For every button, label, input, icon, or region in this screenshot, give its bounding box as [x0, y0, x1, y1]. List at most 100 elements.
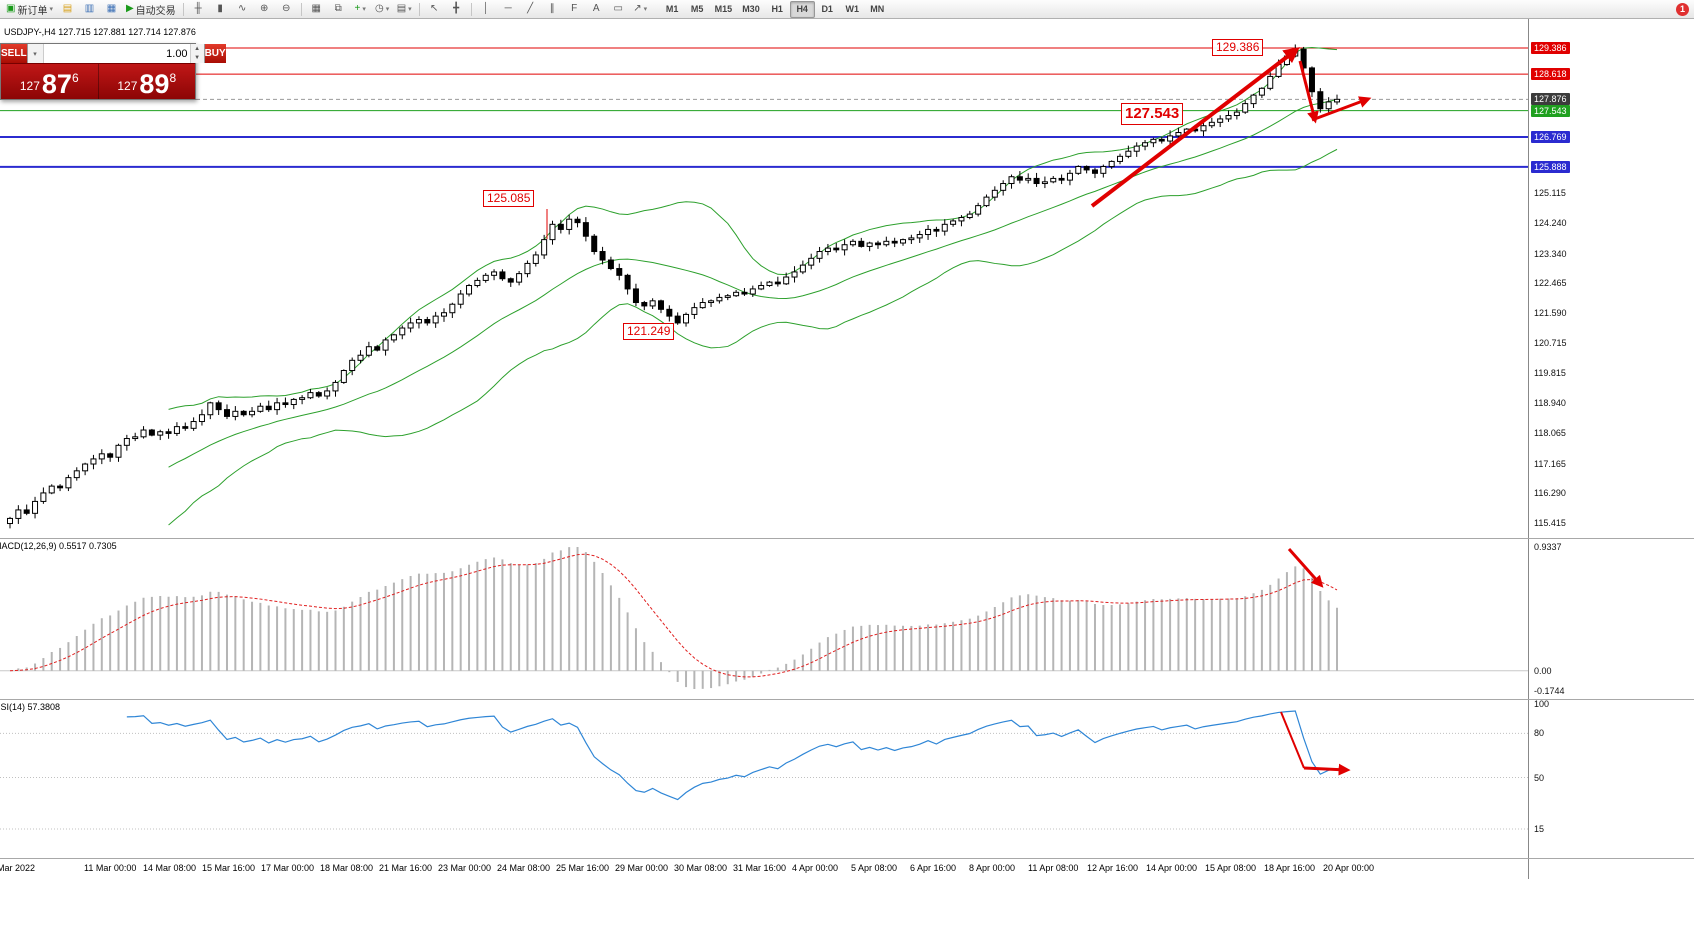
- buy-price-pips: 89: [139, 69, 170, 99]
- sell-button[interactable]: SELL: [1, 44, 27, 63]
- toolbar: ▣ 新订单 ▾ ▤ ▥ ▦ ▶ 自动交易 ╫ ▮ ∿ ⊕ ⊖ ▦ ⧉ + ▾ ◷ ▾ ▤ ▾ ↖ ╋ │ ─ ╱ ∥ F A ▭ ↗ ▾ M1 M…: [0, 0, 1694, 19]
- cascade-windows-icon[interactable]: ⧉: [328, 1, 349, 18]
- timeframe-m5[interactable]: M5: [690, 4, 704, 14]
- trendline-icon-icon: ╱: [527, 3, 534, 14]
- price-axis-label: 115.415: [1534, 518, 1566, 528]
- price-callout[interactable]: 125.085: [483, 190, 535, 207]
- caret-icon: ▾: [408, 6, 412, 13]
- time-label: 30 Mar 08:00: [674, 863, 728, 873]
- buy-price-prefix: 127: [117, 79, 138, 93]
- bar-chart-icon[interactable]: ╫: [188, 1, 209, 18]
- chart-window-icon[interactable]: ▥: [79, 1, 100, 18]
- rsi-chart[interactable]: RSI(14) 57.3808: [0, 700, 1528, 858]
- fibonacci-icon[interactable]: F: [564, 1, 585, 18]
- rsi-scale-label: 80: [1534, 728, 1545, 739]
- channel-icon[interactable]: ∥: [542, 1, 563, 18]
- new-order-icon: ▣: [6, 3, 16, 14]
- chart-window2-icon[interactable]: ▦: [101, 1, 122, 18]
- time-label: 18 Mar 08:00: [320, 863, 374, 873]
- rsi-axis[interactable]: 100 80 50 15: [1528, 699, 1694, 858]
- channel-icon-icon: ∥: [549, 3, 555, 14]
- templates-icon[interactable]: ▤ ▾: [394, 1, 415, 18]
- price-chart-panel: USDJPY-,H4 127.715 127.881 127.714 127.8…: [0, 19, 1694, 538]
- time-label: 17 Mar 00:00: [261, 863, 315, 873]
- price-axis-label: 125.115: [1534, 188, 1566, 199]
- price-callout[interactable]: 127.543: [1121, 103, 1184, 125]
- rsi-scale-label: 15: [1534, 823, 1545, 834]
- time-label: 15 Apr 08:00: [1205, 863, 1257, 873]
- indicators-icon[interactable]: + ▾: [350, 1, 371, 18]
- rsi-plot[interactable]: [0, 700, 1528, 858]
- time-axis[interactable]: Mar 2022 11 Mar 00:00 14 Mar 08:00 15 Mar 1…: [0, 859, 1528, 879]
- notification-badge[interactable]: 1: [1676, 2, 1689, 16]
- price-chart[interactable]: USDJPY-,H4 127.715 127.881 127.714 127.8…: [0, 19, 1528, 538]
- autotrading-button[interactable]: ▶ 自动交易: [123, 1, 179, 18]
- timeframe-mn[interactable]: MN: [870, 4, 885, 14]
- templates-icon-icon: ▤: [396, 3, 407, 14]
- line-chart-icon[interactable]: ∿: [232, 1, 253, 18]
- time-label: 15 Mar 16:00: [202, 863, 256, 873]
- price-callout[interactable]: 121.249: [623, 323, 675, 340]
- time-label: 20 Apr 00:00: [1323, 863, 1375, 873]
- volume-up-icon[interactable]: ▲: [190, 44, 204, 54]
- volume-dropdown-icon[interactable]: ▾: [27, 44, 44, 63]
- fibonacci-icon-icon: F: [571, 3, 578, 14]
- rsi-label: RSI(14) 57.3808: [0, 702, 61, 712]
- volume-input[interactable]: [43, 44, 190, 63]
- market-depth-icon-icon: ▤: [62, 3, 73, 14]
- horizontal-line-icon[interactable]: ─: [498, 1, 519, 18]
- time-label: 11 Apr 08:00: [1028, 863, 1079, 873]
- macd-axis[interactable]: 0.9337 0.00 -0.1744: [1528, 539, 1694, 699]
- price-axis-label: 125.888: [1531, 160, 1570, 173]
- time-label: 12 Apr 16:00: [1087, 863, 1139, 873]
- trendline-icon[interactable]: ╱: [520, 1, 541, 18]
- timeframe-m1[interactable]: M1: [665, 4, 679, 14]
- price-axis-label: 117.165: [1534, 458, 1566, 469]
- market-depth-icon[interactable]: ▤: [57, 1, 78, 18]
- time-label: 24 Mar 08:00: [497, 863, 551, 873]
- volume-down-icon[interactable]: ▼: [190, 53, 204, 63]
- candlestick-chart[interactable]: [0, 19, 1528, 538]
- text-icon[interactable]: A: [586, 1, 607, 18]
- shapes-icon[interactable]: ↗ ▾: [630, 1, 651, 18]
- sell-price[interactable]: 127 87 6: [1, 64, 98, 99]
- cursor-icon[interactable]: ↖: [424, 1, 445, 18]
- periods-icon[interactable]: ◷ ▾: [372, 1, 393, 18]
- vertical-line-icon[interactable]: │: [476, 1, 497, 18]
- timeframe-m15[interactable]: M15: [714, 4, 733, 14]
- buy-button[interactable]: BUY: [204, 44, 226, 63]
- crosshair-icon[interactable]: ╋: [446, 1, 467, 18]
- timeframe-m30[interactable]: M30: [742, 4, 760, 14]
- timeframe-h4[interactable]: H4: [789, 0, 815, 18]
- rsi-scale-label: 50: [1534, 772, 1545, 783]
- timeframe-group: M1 M5 M15 M30 H1 H4 D1 W1 MN: [660, 0, 890, 18]
- bottom-filler: [0, 879, 1694, 948]
- macd-plot[interactable]: [0, 539, 1528, 699]
- time-label: Mar 2022: [0, 863, 36, 873]
- macd-scale-min: -0.1744: [1534, 686, 1565, 696]
- zoom-in-icon-icon: ⊕: [259, 3, 269, 14]
- zoom-in-icon[interactable]: ⊕: [254, 1, 275, 18]
- zoom-out-icon[interactable]: ⊖: [276, 1, 297, 18]
- price-axis-label: 119.815: [1534, 368, 1566, 379]
- new-order-button[interactable]: ▣ 新订单 ▾: [3, 1, 56, 18]
- tile-windows-icon-icon: ▦: [311, 3, 321, 14]
- price-axis-label: 124.240: [1534, 217, 1567, 228]
- line-chart-icon-icon: ∿: [237, 3, 247, 14]
- price-axis-label: 126.769: [1531, 130, 1570, 143]
- toolbar-separator: [182, 2, 184, 16]
- candle-chart-icon[interactable]: ▮: [210, 1, 231, 18]
- buy-price[interactable]: 127 89 8: [97, 64, 196, 99]
- label-icon[interactable]: ▭: [608, 1, 629, 18]
- ohlc-values: 127.715 127.881 127.714 127.876: [58, 27, 196, 37]
- volume-stepper[interactable]: ▲ ▼: [189, 44, 204, 63]
- timeframe-d1[interactable]: D1: [821, 4, 833, 14]
- price-axis[interactable]: 129.386 128.618 127.876 127.543 126.769 125.8…: [1528, 19, 1694, 538]
- tile-windows-icon[interactable]: ▦: [306, 1, 327, 18]
- timeframe-h1[interactable]: H1: [771, 4, 783, 14]
- vertical-line-icon-icon: │: [483, 3, 490, 14]
- macd-chart[interactable]: MACD(12,26,9) 0.5517 0.7305: [0, 539, 1528, 699]
- price-callout[interactable]: 129.386: [1212, 39, 1264, 56]
- timeframe-w1[interactable]: W1: [845, 4, 859, 14]
- macd-label: MACD(12,26,9) 0.5517 0.7305: [0, 541, 117, 551]
